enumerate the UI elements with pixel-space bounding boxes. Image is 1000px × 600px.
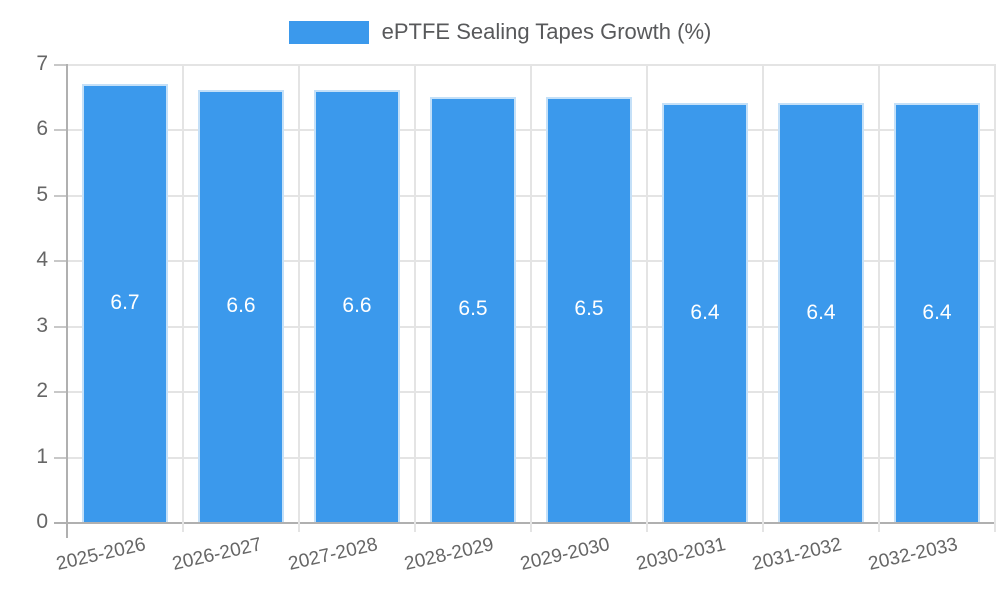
- y-tick: [54, 325, 66, 328]
- y-axis-line: [66, 64, 68, 538]
- bar: [662, 103, 748, 522]
- bar-value-label: 6.5: [574, 297, 604, 321]
- y-tick-label: 2: [36, 379, 48, 403]
- x-gridline: [994, 64, 996, 532]
- bar-value-label: 6.4: [922, 300, 952, 324]
- bar-value-label: 6.6: [226, 294, 256, 318]
- bar-value-label: 6.5: [458, 297, 488, 321]
- y-tick: [54, 129, 66, 132]
- x-tick-label: 2031-2032: [750, 534, 844, 575]
- x-gridline: [878, 64, 880, 532]
- y-tick: [54, 391, 66, 394]
- x-tick-label: 2028-2029: [402, 534, 496, 575]
- x-gridline: [182, 64, 184, 532]
- y-tick: [54, 194, 66, 197]
- x-gridline: [646, 64, 648, 532]
- bar: [778, 103, 864, 522]
- y-tick: [54, 260, 66, 263]
- x-tick-label: 2025-2026: [54, 534, 148, 575]
- y-tick-label: 1: [36, 444, 48, 468]
- bar: [546, 96, 632, 522]
- y-tick: [54, 64, 66, 66]
- y-tick-label: 3: [36, 313, 48, 337]
- x-gridline: [530, 64, 532, 532]
- bar-value-label: 6.4: [690, 300, 720, 324]
- y-tick-label: 4: [36, 248, 48, 272]
- bar-value-label: 6.4: [806, 300, 836, 324]
- chart-legend[interactable]: ePTFE Sealing Tapes Growth (%): [0, 14, 1000, 50]
- bar-value-label: 6.6: [342, 294, 372, 318]
- bar-value-label: 6.7: [110, 290, 140, 314]
- x-gridline: [762, 64, 764, 532]
- y-tick-label: 6: [36, 117, 48, 141]
- y-tick: [54, 456, 66, 459]
- x-tick-label: 2030-2031: [634, 534, 728, 575]
- bar: [198, 90, 284, 522]
- bar: [314, 90, 400, 522]
- y-tick-label: 7: [36, 52, 48, 75]
- x-axis-line: [54, 522, 995, 524]
- legend-swatch-icon: [288, 20, 369, 44]
- x-tick-label: 2026-2027: [170, 534, 264, 575]
- bar: [82, 83, 168, 522]
- x-tick-label: 2032-2033: [866, 534, 960, 575]
- y-tick-label: 5: [36, 182, 48, 206]
- x-gridline: [414, 64, 416, 532]
- x-tick-label: 2027-2028: [286, 534, 380, 575]
- legend-label: ePTFE Sealing Tapes Growth (%): [381, 19, 712, 44]
- x-tick-label: 2029-2030: [518, 534, 612, 575]
- bar: [894, 103, 980, 522]
- y-tick-label: 0: [36, 510, 48, 533]
- bar: [430, 96, 516, 522]
- x-gridline: [298, 64, 300, 532]
